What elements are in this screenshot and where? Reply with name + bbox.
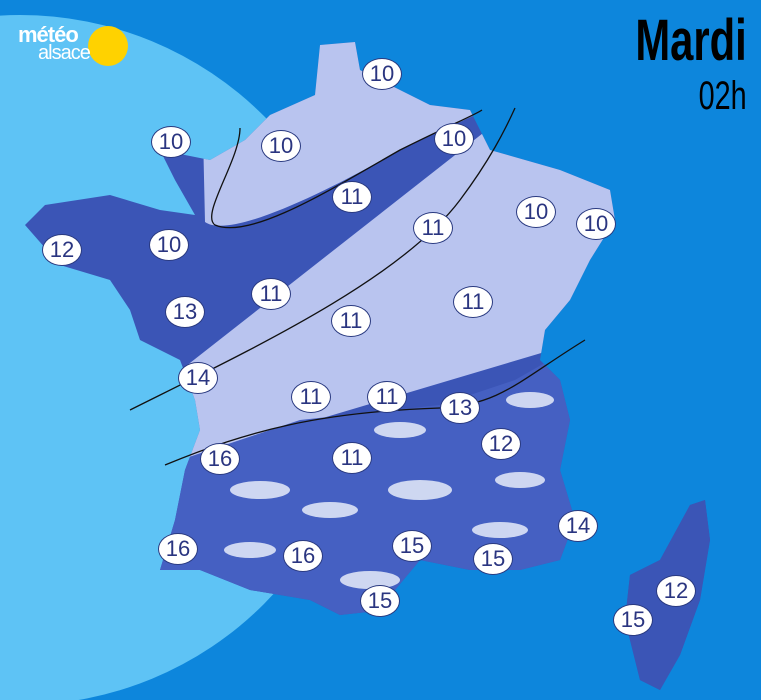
temperature-label: 15 [473, 543, 513, 575]
temperature-label: 11 [332, 442, 372, 474]
temperature-label: 10 [362, 58, 402, 90]
temperature-label: 12 [42, 234, 82, 266]
clouds [224, 392, 554, 589]
temperature-label: 11 [331, 305, 371, 337]
temperature-label: 11 [453, 286, 493, 318]
temperature-label: 14 [178, 362, 218, 394]
temperature-label: 13 [440, 392, 480, 424]
forecast-title: Mardi 02h [592, 6, 747, 116]
temperature-label: 15 [392, 530, 432, 562]
logo: météo alsace [18, 22, 128, 72]
logo-text-alsace: alsace [38, 42, 91, 64]
temperature-label: 14 [558, 510, 598, 542]
temperature-label: 12 [481, 428, 521, 460]
temperature-label: 11 [291, 381, 331, 413]
pale-zone-east [130, 100, 700, 465]
sun-icon [88, 26, 128, 66]
temperature-label: 15 [360, 585, 400, 617]
temperature-label: 13 [165, 296, 205, 328]
temperature-label: 16 [158, 533, 198, 565]
temperature-label: 11 [332, 181, 372, 213]
temperature-label: 11 [367, 381, 407, 413]
logo-text-meteo: météo [18, 22, 79, 47]
forecast-hour: 02h [698, 74, 747, 118]
temperature-label: 10 [149, 229, 189, 261]
temperature-label: 10 [261, 130, 301, 162]
temperature-label: 10 [434, 123, 474, 155]
temperature-label: 10 [151, 126, 191, 158]
temperature-label: 10 [516, 196, 556, 228]
temperature-label: 11 [413, 212, 453, 244]
temperature-label: 10 [576, 208, 616, 240]
temperature-label: 11 [251, 278, 291, 310]
forecast-day: Mardi [635, 8, 747, 73]
temperature-label: 16 [283, 540, 323, 572]
temperature-label: 12 [656, 575, 696, 607]
temperature-label: 16 [200, 443, 240, 475]
temperature-label: 15 [613, 604, 653, 636]
